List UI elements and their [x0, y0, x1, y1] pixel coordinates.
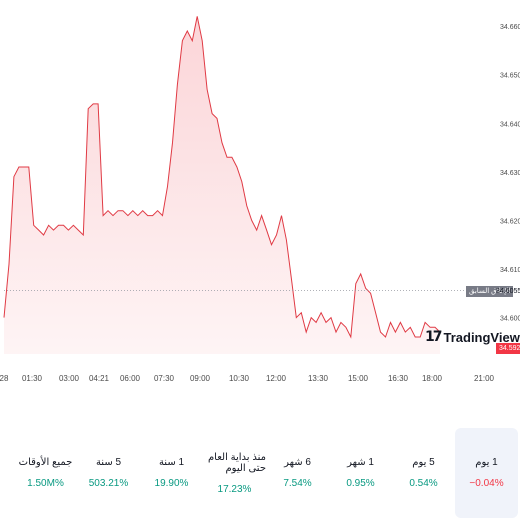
period-label: 5 سنة	[95, 457, 122, 468]
y-tick-label: 34.63000	[500, 170, 520, 177]
prev-close-tag: الإغلاق السابق	[466, 286, 514, 297]
price-chart[interactable]: 34.66000 34.65000 34.64000 34.63000 34.62000…	[0, 0, 520, 400]
period-selector: 1 يوم −0.04% 5 يوم 0.54% 1 شهر 0.95% 6 شهر 7.54…	[14, 428, 518, 518]
y-tick-label: 34.66000	[500, 24, 520, 31]
period-label: جميع الأوقات	[18, 457, 73, 468]
tradingview-logo-icon: 17	[425, 329, 443, 345]
x-tick-label: 21:00	[474, 374, 495, 383]
period-change: 0.95%	[346, 478, 375, 489]
y-tick-label: 34.64000	[500, 121, 520, 128]
period-button[interactable]: 5 سنة 503.21%	[77, 428, 140, 518]
period-label: 5 يوم	[412, 457, 435, 468]
prev-close-value: 34.60555	[496, 288, 520, 295]
x-tick-label: 07:30	[154, 374, 175, 383]
x-tick-label: 18:00	[422, 374, 443, 383]
period-label: 1 شهر	[347, 457, 374, 468]
last-price-tag: 34.59250	[496, 343, 520, 354]
period-button[interactable]: 5 يوم 0.54%	[392, 428, 455, 518]
period-change: 7.54%	[283, 478, 312, 489]
tradingview-logo-text: TradingView	[443, 329, 520, 345]
y-tick-label: 34.60000	[500, 316, 520, 323]
period-label: 1 يوم	[475, 457, 498, 468]
period-change: 1.50M%	[27, 478, 64, 489]
period-change: 503.21%	[88, 478, 129, 489]
period-change: 17.23%	[217, 483, 252, 495]
x-tick-label: 15:00	[348, 374, 369, 383]
x-tick-label: 03:00	[59, 374, 80, 383]
x-tick-label: 09:00	[190, 374, 211, 383]
period-label: 1 سنة	[158, 457, 185, 468]
period-label: منذ بداية العام حتى اليوم	[207, 451, 266, 474]
x-tick-label: 16:30	[388, 374, 409, 383]
y-tick-label: 34.65000	[500, 73, 520, 80]
period-button[interactable]: 1 شهر 0.95%	[329, 428, 392, 518]
period-button[interactable]: 1 سنة 19.90%	[140, 428, 203, 518]
x-tick-label: 01:30	[22, 374, 43, 383]
x-tick-label: 06:00	[120, 374, 141, 383]
x-tick-label: 12:00	[266, 374, 287, 383]
period-button[interactable]: 6 شهر 7.54%	[266, 428, 329, 518]
period-change: 19.90%	[154, 478, 189, 489]
chart-svg[interactable]: 34.66000 34.65000 34.64000 34.63000 34.62000…	[0, 0, 520, 400]
period-change: −0.04%	[469, 478, 504, 489]
period-button[interactable]: منذ بداية العام حتى اليوم 17.23%	[203, 428, 266, 518]
period-label: 6 شهر	[284, 457, 311, 468]
period-button[interactable]: جميع الأوقات 1.50M%	[14, 428, 77, 518]
y-tick-label: 34.61000	[500, 267, 520, 274]
x-tick-label: 28	[0, 374, 9, 383]
x-tick-label: 04:21	[89, 374, 110, 383]
period-change: 0.54%	[409, 478, 438, 489]
x-tick-label: 13:30	[308, 374, 329, 383]
period-button[interactable]: 1 يوم −0.04%	[455, 428, 518, 518]
y-tick-label: 34.62000	[500, 218, 520, 225]
price-line	[3, 16, 441, 339]
price-area-fill	[4, 16, 440, 355]
x-tick-label: 10:30	[229, 374, 250, 383]
tradingview-logo[interactable]: 17 TradingView	[425, 329, 520, 345]
